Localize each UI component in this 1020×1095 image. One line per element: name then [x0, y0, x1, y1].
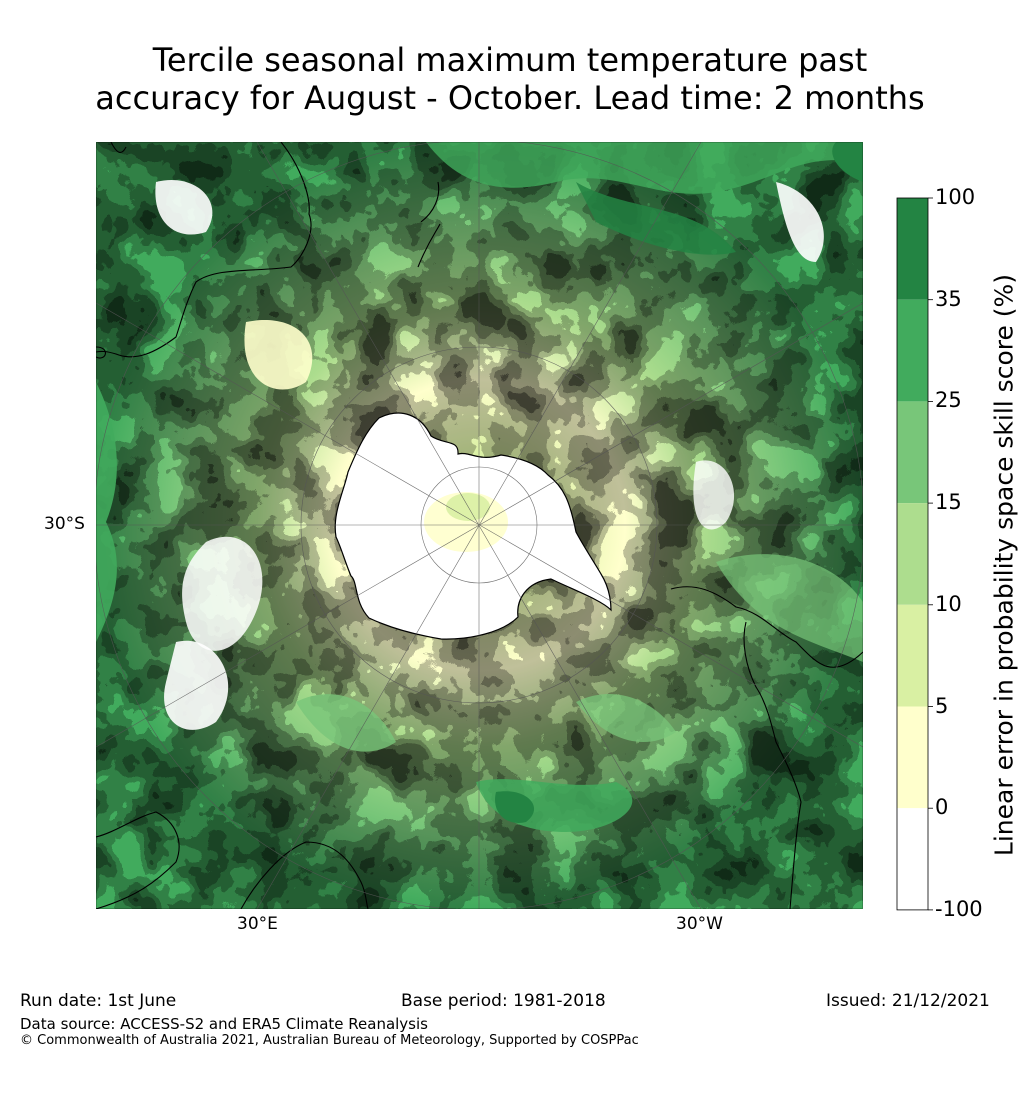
colorbar-segment [897, 299, 928, 402]
colorbar-tick-label: 100 [935, 185, 976, 209]
colorbar-segment [897, 503, 928, 605]
run-date: Run date: 1st June [20, 991, 177, 1011]
graticule [96, 142, 863, 909]
antarctica-interior-skill [424, 492, 508, 552]
figure-title-line2: accuracy for August - October. Lead time… [95, 79, 925, 117]
colorbar-tick-label: 10 [935, 591, 962, 616]
data-source: Data source: ACCESS-S2 and ERA5 Climate … [20, 1015, 428, 1033]
other-coastlines [96, 142, 863, 909]
colorbar-tick-label: 15 [935, 490, 962, 515]
lon-label-30e: 30°E [237, 914, 278, 934]
colorbar-tick-label: 35 [935, 286, 962, 311]
skill-score-map [96, 142, 863, 909]
colorbar-segment [897, 706, 928, 809]
issued-date: Issued: 21/12/2021 [826, 991, 990, 1011]
colorbar-tick-label: 5 [935, 693, 949, 718]
colorbar-tick-label: -100 [935, 896, 983, 921]
figure-title-line1: Tercile seasonal maximum temperature pas… [152, 41, 868, 79]
colorbar-segment [897, 198, 928, 300]
colorbar-tick-label: 25 [935, 388, 962, 413]
colorbar [896, 197, 933, 911]
colorbar-tick-label: 0 [935, 795, 949, 820]
colorbar-segment [897, 604, 928, 707]
colorbar-frame [896, 197, 929, 911]
skill-field-patches [96, 142, 863, 832]
lat-label-30s: 30°S [44, 514, 85, 534]
colorbar-segment [897, 401, 928, 504]
colorbar-segment [897, 808, 928, 910]
copyright-notice: © Commonwealth of Australia 2021, Austra… [20, 1033, 639, 1048]
base-period: Base period: 1981-2018 [401, 991, 606, 1011]
lon-label-30w: 30°W [676, 914, 723, 934]
colorbar-title: Linear error in probability space skill … [989, 273, 1019, 857]
